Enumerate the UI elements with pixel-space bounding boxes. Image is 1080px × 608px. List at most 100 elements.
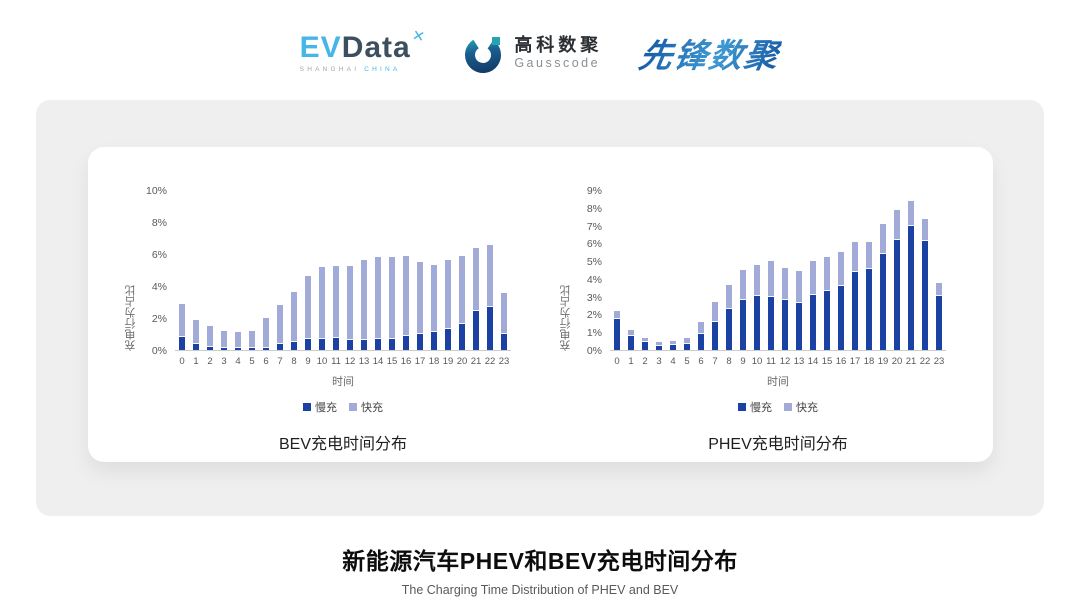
- bar-stack: [501, 293, 507, 350]
- x-tick-label: 11: [766, 356, 776, 367]
- x-tick-label: 23: [498, 356, 510, 367]
- bar-segment: [810, 294, 816, 350]
- x-tick-label: 17: [414, 356, 426, 367]
- x-tick-label: 10: [751, 356, 763, 367]
- bar-segment: [838, 286, 844, 350]
- bar-segment: [375, 257, 381, 339]
- y-tick-label: 6%: [151, 249, 167, 261]
- bar-segment: [473, 248, 479, 311]
- bar-group: 14: [806, 191, 820, 367]
- bar-stack: [614, 310, 620, 350]
- bar-segment: [291, 292, 297, 342]
- bar-segment: [894, 239, 900, 350]
- bar-group: 20: [890, 191, 904, 367]
- bar-segment: [501, 293, 507, 334]
- charts-panel: 充电行为占比 0% 2% 4% 6% 8% 10% 0 1 2 3 4 5 6 7 8 9 10 11 12 13 1…: [36, 100, 1044, 516]
- x-tick-label: 16: [400, 356, 412, 367]
- bar-group: 7: [708, 191, 722, 367]
- bar-group: 23: [497, 191, 511, 367]
- bar-segment: [824, 291, 830, 350]
- bar-segment: [263, 347, 269, 350]
- evdata-ev-text: EV: [299, 30, 342, 64]
- legend-item: 快充: [349, 399, 383, 415]
- bar-segment: [319, 338, 325, 350]
- gausscode-english-name: Gausscode: [514, 56, 601, 71]
- bar-segment: [389, 338, 395, 350]
- x-axis-title: 时间: [332, 376, 354, 388]
- x-tick-label: 5: [249, 356, 255, 367]
- y-tick-label: 2%: [151, 313, 167, 325]
- bar-segment: [207, 346, 213, 350]
- bar-group: 18: [427, 191, 441, 367]
- bar-stack: [193, 319, 199, 350]
- bar-segment: [333, 266, 339, 338]
- evdata-x-icon: ✕: [410, 26, 426, 46]
- bar-segment: [656, 345, 662, 350]
- x-tick-label: 0: [614, 356, 620, 367]
- x-tick-label: 12: [779, 356, 791, 367]
- bar-stack: [726, 285, 732, 350]
- bar-segment: [866, 269, 872, 350]
- y-tick-label: 0%: [586, 345, 602, 357]
- bar-segment: [445, 329, 451, 350]
- bar-segment: [487, 245, 493, 307]
- bar-group: 9: [301, 191, 315, 367]
- x-tick-label: 4: [670, 356, 676, 367]
- bar-segment: [698, 334, 704, 350]
- bar-segment: [628, 335, 634, 350]
- bar-group: 19: [876, 191, 890, 367]
- bar-stack: [796, 270, 802, 350]
- gausscode-text: 高科数聚 Gausscode: [514, 35, 602, 70]
- bar-segment: [179, 303, 185, 338]
- y-tick-label: 8%: [586, 202, 602, 215]
- bar-segment: [445, 260, 451, 330]
- bar-segment: [403, 336, 409, 350]
- bar-segment: [361, 259, 367, 341]
- bar-stack: [838, 252, 844, 350]
- bar-group: 6: [694, 191, 708, 367]
- bar-segment: [431, 265, 437, 333]
- bar-segment: [712, 302, 718, 322]
- page-subtitle: The Charging Time Distribution of PHEV a…: [401, 583, 679, 597]
- bar-segment: [207, 326, 213, 347]
- bar-segment: [880, 254, 886, 350]
- bar-stack: [403, 256, 409, 350]
- bar-group: 6: [259, 191, 273, 367]
- bar-stack: [908, 200, 914, 350]
- x-tick-label: 8: [291, 356, 297, 367]
- bar-stack: [684, 337, 690, 350]
- bar-segment: [768, 261, 774, 297]
- bar-segment: [852, 271, 858, 350]
- y-tick-label: 2%: [586, 309, 602, 322]
- x-tick-label: 14: [807, 356, 819, 367]
- bar-stack: [347, 266, 353, 350]
- bar-segment: [754, 295, 760, 350]
- legend-swatch: [349, 403, 357, 411]
- bar-segment: [922, 240, 928, 350]
- bar-group: 2: [638, 191, 652, 367]
- legend-swatch: [784, 403, 792, 411]
- bar-stack: [670, 341, 676, 350]
- bar-segment: [796, 302, 802, 350]
- x-tick-label: 2: [642, 356, 648, 367]
- bar-stack: [319, 266, 325, 350]
- bar-group: 15: [385, 191, 399, 367]
- bar-segment: [501, 334, 507, 350]
- bar-segment: [347, 266, 353, 341]
- bar-stack: [768, 261, 774, 350]
- y-tick-label: 8%: [151, 217, 167, 229]
- xianfeng-logo: 先锋数聚: [636, 29, 784, 77]
- bar-segment: [656, 342, 662, 346]
- bar-segment: [249, 348, 255, 350]
- bar-group: 11: [764, 191, 778, 367]
- legend: 慢充 快充: [175, 399, 511, 415]
- y-tick-label: 9%: [586, 185, 602, 197]
- bar-segment: [670, 341, 676, 345]
- bar-group: 11: [329, 191, 343, 367]
- bar-segment: [614, 318, 620, 350]
- bar-segment: [277, 344, 283, 350]
- bar-stack: [291, 292, 297, 350]
- bar-segment: [249, 330, 255, 349]
- bar-stack: [894, 209, 900, 350]
